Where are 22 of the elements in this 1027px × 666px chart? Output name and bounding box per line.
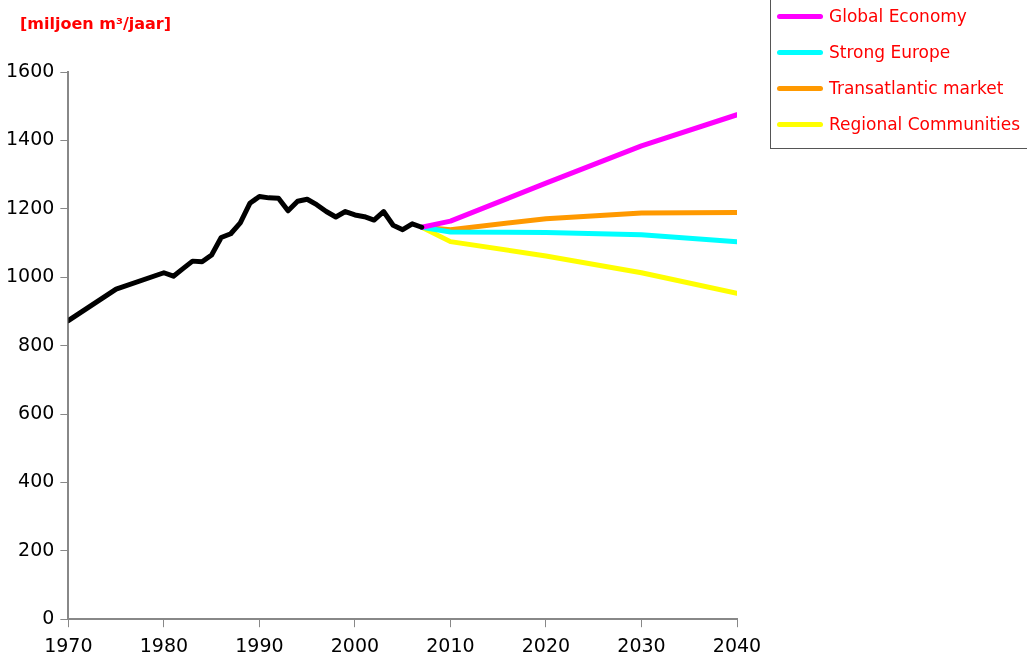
legend-label: Global Economy xyxy=(829,6,967,26)
y-tick-label: 1000 xyxy=(5,264,55,287)
y-tick-label: 1400 xyxy=(5,127,55,150)
x-tick-label: 1990 xyxy=(235,633,284,656)
y-tick-label: 800 xyxy=(18,332,55,355)
x-tick-label: 2010 xyxy=(426,633,475,656)
x-tick-label: 2020 xyxy=(521,633,571,656)
y-tick-label: 0 xyxy=(42,606,55,629)
legend-label: Regional Communities xyxy=(829,114,1021,134)
x-tick-label: 1970 xyxy=(44,633,93,656)
legend-label: Transatlantic market xyxy=(829,78,1004,98)
legend-label: Strong Europe xyxy=(829,42,951,62)
x-tick-label: 2030 xyxy=(617,633,666,656)
y-tick-label: 600 xyxy=(18,400,55,423)
y-tick-label: 1200 xyxy=(5,195,55,218)
x-tick-label: 2040 xyxy=(712,633,762,656)
y-tick-label: 200 xyxy=(18,537,55,560)
y-tick-label: 400 xyxy=(18,469,55,492)
x-tick-label: 1980 xyxy=(139,633,189,656)
y-tick-label: 1600 xyxy=(5,58,55,81)
x-tick-label: 2000 xyxy=(330,633,380,656)
y-axis-title: [miljoen m³/jaar] xyxy=(20,14,172,33)
